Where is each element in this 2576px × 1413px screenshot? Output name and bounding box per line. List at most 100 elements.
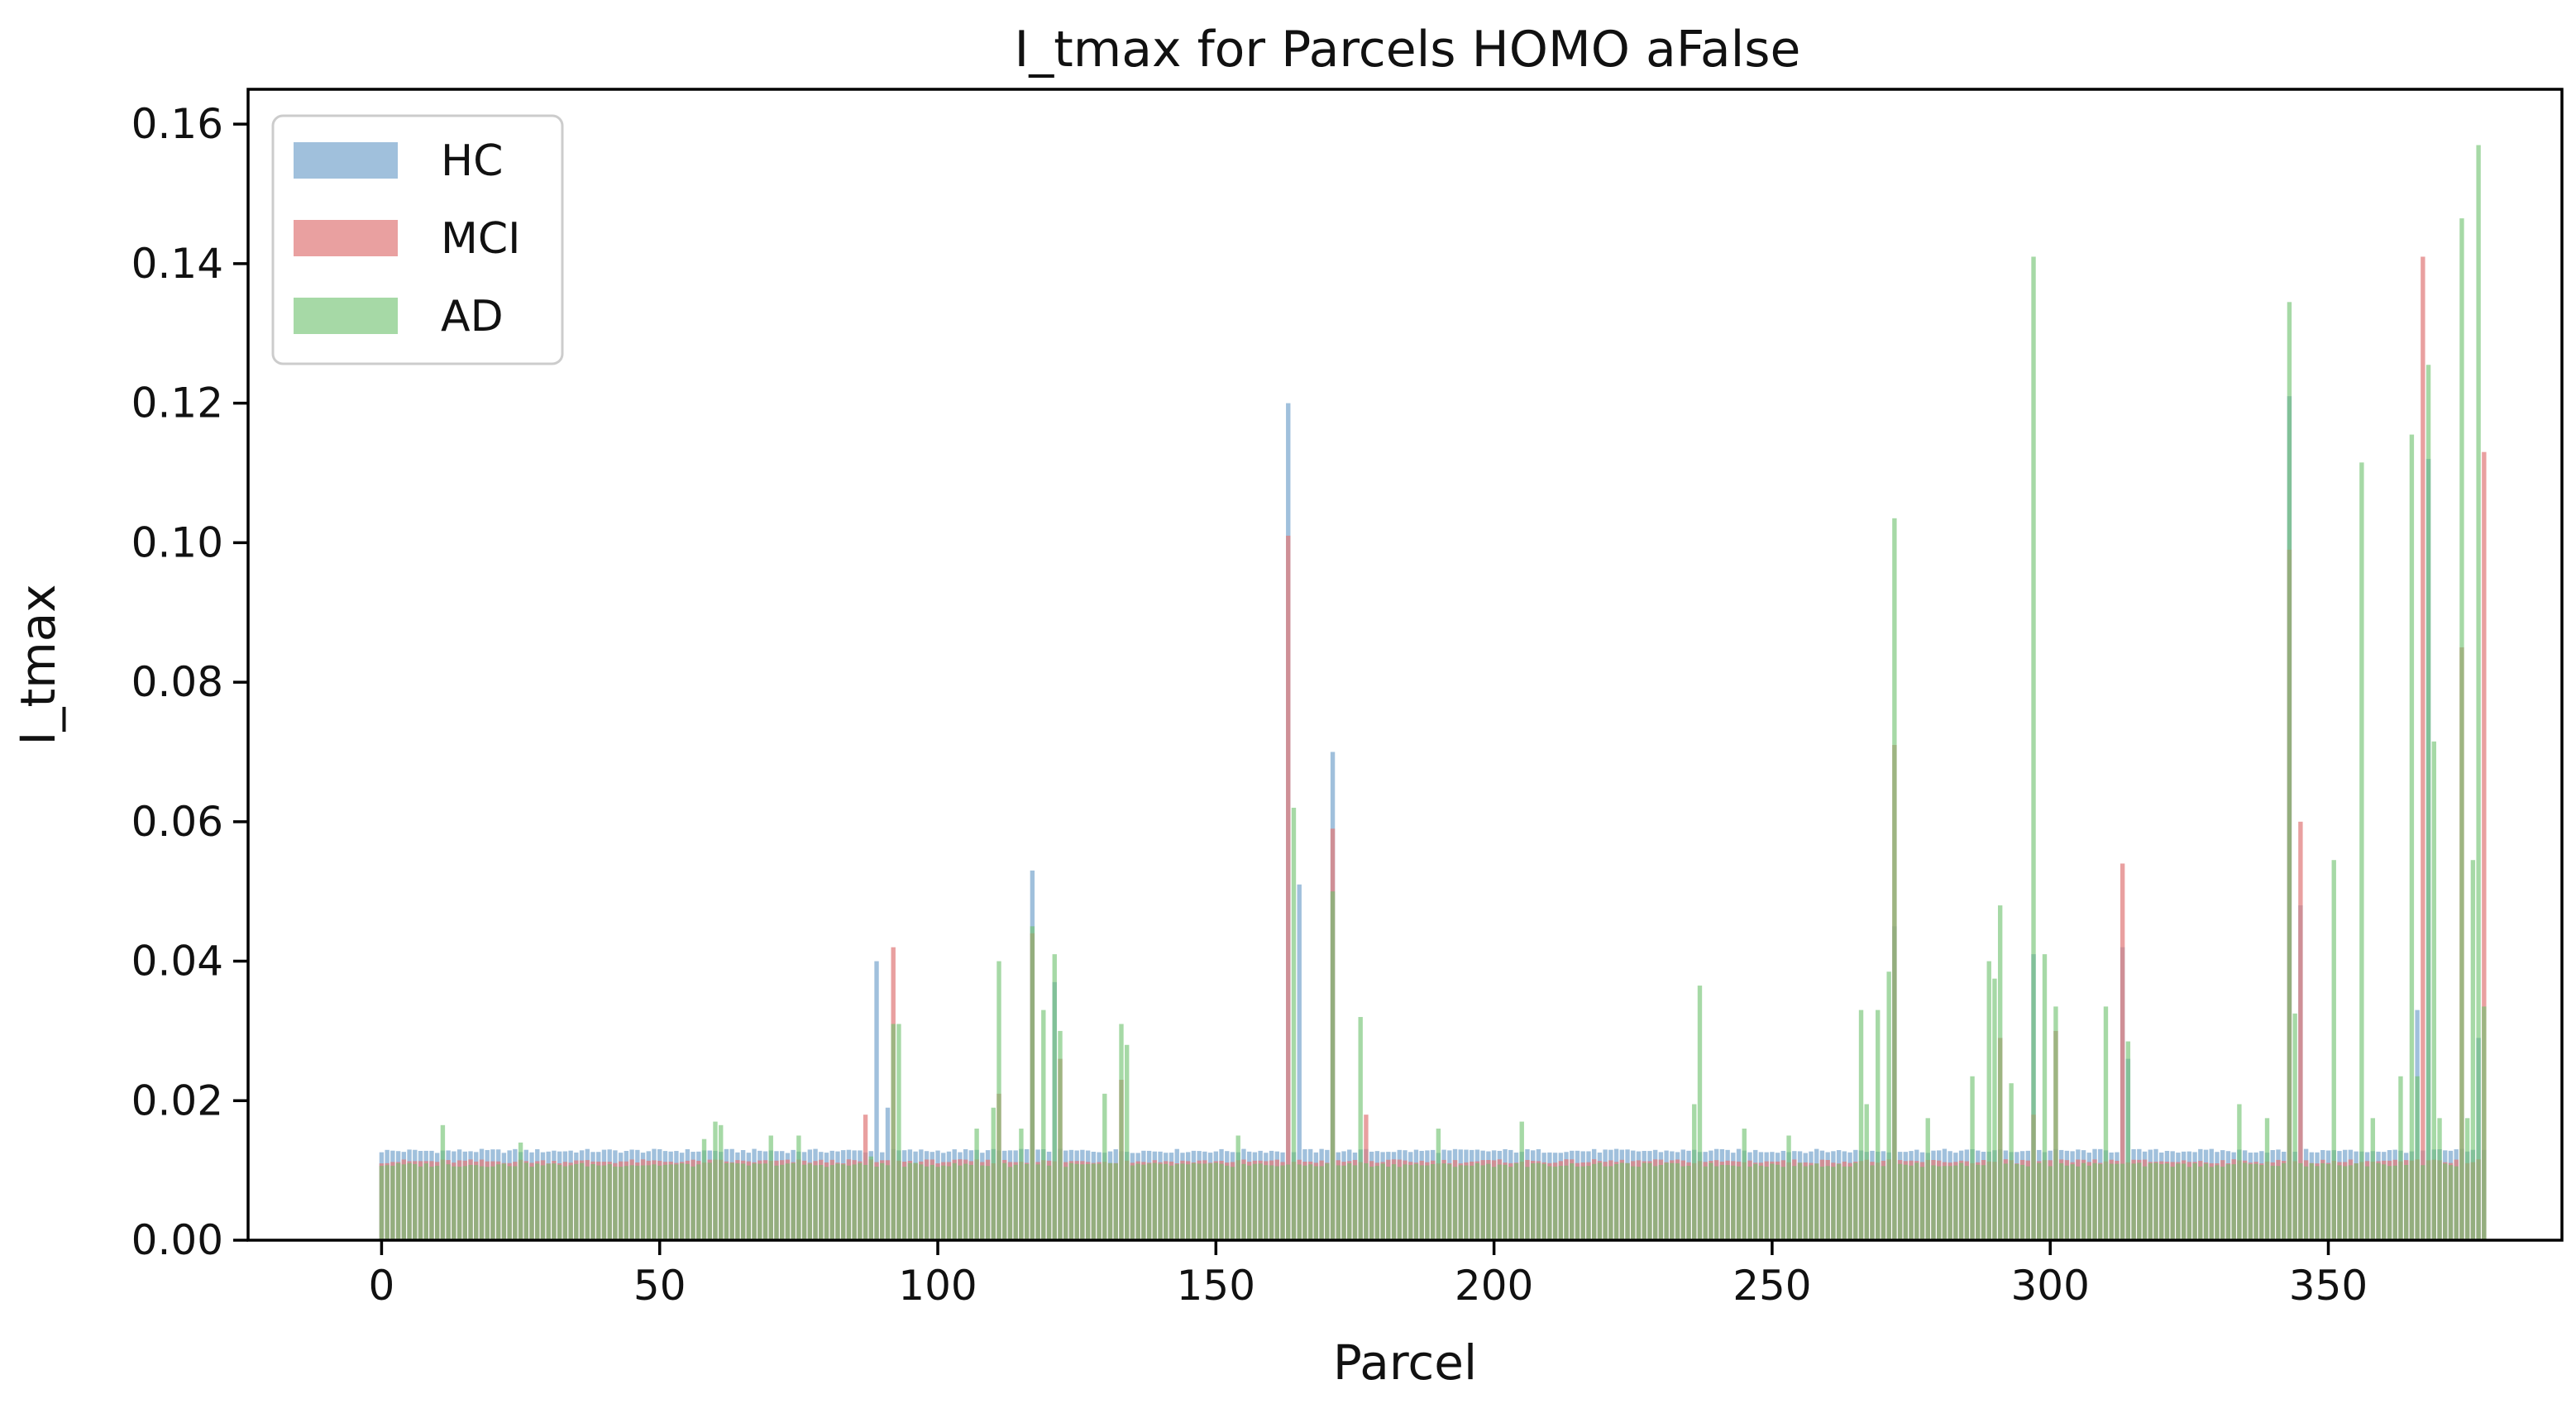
bar-ad-296	[2025, 1166, 2030, 1240]
bar-ad-99	[930, 1164, 934, 1240]
bar-ad-191	[1441, 1163, 1446, 1240]
bar-ad-119	[1041, 1010, 1046, 1240]
bar-ad-136	[1135, 1163, 1140, 1240]
bar-ad-356	[2359, 462, 2364, 1240]
bar-ad-90	[880, 1162, 885, 1240]
bar-ad-154	[1235, 1135, 1240, 1240]
bar-ad-353	[2343, 1166, 2348, 1240]
bar-ad-127	[1085, 1163, 1091, 1240]
bar-ad-340	[2270, 1165, 2275, 1240]
bar-ad-84	[846, 1165, 852, 1240]
bar-ad-63	[729, 1162, 734, 1240]
bar-ad-350	[2325, 1163, 2331, 1240]
plot-area	[379, 145, 2487, 1241]
bar-ad-43	[618, 1167, 624, 1240]
bar-ad-219	[1597, 1162, 1603, 1240]
bar-ad-37	[585, 1166, 590, 1240]
bar-ad-159	[1264, 1165, 1269, 1240]
bar-ad-51	[662, 1164, 668, 1240]
bar-ad-365	[2409, 434, 2415, 1240]
bar-ad-295	[2019, 1164, 2025, 1240]
bar-ad-367	[2421, 1165, 2425, 1240]
bar-ad-78	[813, 1165, 818, 1240]
bar-ad-211	[1552, 1167, 1558, 1240]
bar-ad-171	[1330, 891, 1336, 1240]
bar-ad-312	[2115, 1163, 2120, 1240]
bar-ad-351	[2331, 860, 2336, 1240]
bar-ad-324	[2181, 1163, 2186, 1240]
bar-ad-210	[1547, 1166, 1552, 1240]
bar-ad-86	[858, 1162, 863, 1240]
bar-ad-305	[2076, 1166, 2081, 1240]
bar-ad-361	[2387, 1166, 2392, 1240]
bar-ad-366	[2415, 1076, 2420, 1240]
bar-hc-89	[874, 961, 879, 1240]
bar-ad-89	[874, 1167, 879, 1240]
bar-ad-338	[2259, 1165, 2264, 1240]
y-tick-label: 0.14	[131, 240, 223, 288]
bar-ad-369	[2431, 741, 2436, 1240]
bar-ad-205	[1519, 1121, 1524, 1240]
bar-ad-215	[1575, 1166, 1580, 1240]
bar-ad-40	[601, 1165, 607, 1240]
bar-ad-108	[980, 1165, 985, 1240]
bar-ad-222	[1613, 1164, 1619, 1240]
bar-ad-1	[385, 1165, 390, 1240]
bar-ad-121	[1052, 954, 1057, 1240]
bar-ad-291	[1997, 905, 2003, 1240]
legend-swatch-hc	[294, 142, 398, 179]
bar-ad-41	[607, 1164, 612, 1240]
bar-ad-337	[2253, 1163, 2258, 1240]
bar-ad-196	[1470, 1165, 1474, 1240]
bar-ad-231	[1664, 1162, 1669, 1240]
legend-swatch-mci	[294, 220, 398, 256]
bar-ad-192	[1447, 1164, 1452, 1240]
bar-ad-24	[513, 1166, 518, 1240]
bar-ad-85	[852, 1164, 857, 1240]
bar-ad-255	[1797, 1162, 1803, 1240]
bar-ad-252	[1780, 1167, 1786, 1240]
bar-ad-104	[958, 1165, 963, 1240]
bar-ad-61	[719, 1124, 724, 1240]
bar-ad-6	[413, 1163, 418, 1240]
bar-ad-279	[1931, 1165, 1936, 1240]
bar-ad-326	[2192, 1162, 2197, 1240]
bar-ad-169	[1319, 1166, 1324, 1240]
bar-ad-80	[824, 1167, 829, 1240]
bar-ad-283	[1953, 1165, 1958, 1240]
bar-ad-377	[2476, 145, 2481, 1241]
bar-ad-270	[1881, 1166, 1886, 1240]
bar-ad-177	[1364, 1162, 1369, 1240]
bar-ad-140	[1158, 1163, 1163, 1240]
bar-ad-81	[829, 1165, 834, 1240]
bar-ad-349	[2320, 1162, 2325, 1240]
bar-ad-106	[968, 1164, 974, 1240]
bar-ad-168	[1313, 1166, 1319, 1240]
y-axis: 0.00 0.02 0.04 0.06 0.08 0.10 0.12 0.14 0.16	[131, 100, 248, 1264]
bar-ad-281	[1942, 1166, 1948, 1240]
bar-ad-118	[1035, 1164, 1040, 1240]
bar-ad-57	[696, 1164, 701, 1240]
bar-ad-110	[991, 1107, 996, 1240]
bar-ad-280	[1937, 1166, 1942, 1240]
bar-ad-98	[924, 1166, 930, 1240]
bar-ad-66	[746, 1165, 752, 1240]
bar-ad-265	[1853, 1162, 1858, 1240]
bar-ad-105	[963, 1163, 968, 1240]
bar-ad-142	[1169, 1165, 1174, 1240]
bar-ad-318	[2148, 1162, 2153, 1240]
y-tick-label: 0.06	[131, 798, 223, 846]
bar-ad-267	[1864, 1104, 1869, 1240]
bar-ad-131	[1107, 1162, 1113, 1240]
bar-ad-129	[1097, 1163, 1102, 1240]
bar-ad-249	[1764, 1167, 1769, 1240]
bar-ad-246	[1747, 1166, 1752, 1240]
bar-ad-151	[1219, 1163, 1224, 1240]
bar-ad-253	[1786, 1135, 1791, 1240]
bar-ad-113	[1007, 1167, 1013, 1240]
bar-ad-70	[768, 1135, 773, 1240]
bar-ad-226	[1636, 1167, 1642, 1240]
bar-ad-240	[1713, 1166, 1719, 1240]
bar-ad-333	[2231, 1164, 2236, 1240]
bar-ad-313	[2120, 1163, 2125, 1240]
